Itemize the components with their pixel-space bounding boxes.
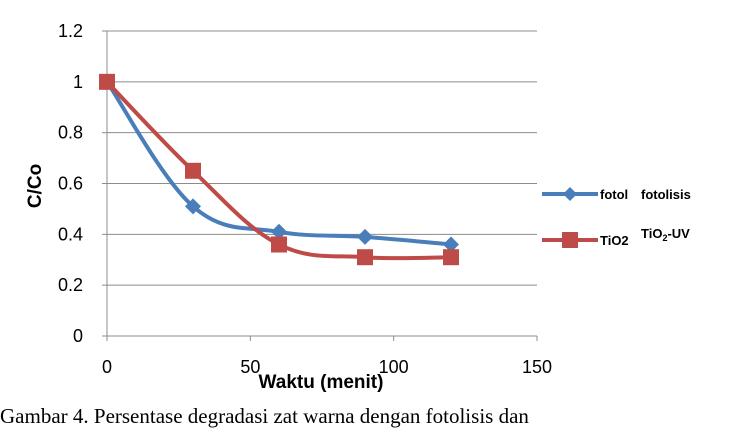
series-layer	[99, 73, 459, 266]
y-tick-label-5: 1	[73, 72, 83, 92]
point-tio2-4	[443, 249, 459, 266]
point-fotol-1	[185, 198, 201, 215]
y-tick-label-0: 0	[73, 326, 83, 346]
y-tick-label-4: 0.8	[58, 123, 83, 143]
point-fotol-2	[271, 223, 287, 240]
legend-label-tio2-uv: TiO2-UV	[641, 226, 690, 243]
point-fotol-4	[443, 236, 459, 253]
point-tio2-3	[357, 249, 373, 266]
x-tick-label-2: 100	[379, 357, 409, 377]
point-tio2-2	[271, 236, 287, 253]
point-tio2-0	[99, 73, 115, 90]
legend-label-fotol: fotol	[600, 187, 628, 202]
x-tick-labels: 0 50 100 150	[102, 336, 552, 377]
y-tick-labels: 0 0.2 0.4 0.6 0.8 1 1.2	[58, 21, 107, 346]
legend-marker-tio2	[562, 232, 578, 248]
gridlines	[107, 30, 537, 286]
legend: fotol fotolisis TiO2 TiO2-UV	[542, 187, 691, 248]
x-tick-label-0: 0	[102, 357, 112, 377]
x-tick-label-1: 50	[240, 357, 260, 377]
figure-caption: Gambar 4. Persentase degradasi zat warna…	[0, 404, 529, 428]
series-line-fotol	[105, 79, 453, 247]
x-tick-label-3: 150	[522, 357, 552, 377]
point-fotol-3	[357, 228, 373, 245]
y-tick-label-1: 0.2	[58, 275, 83, 295]
point-tio2-1	[185, 162, 201, 179]
y-tick-label-2: 0.4	[58, 224, 83, 244]
y-axis-title: C/Co	[25, 164, 46, 208]
legend-label-fotolisis: fotolisis	[641, 187, 691, 202]
legend-marker-fotolisis	[563, 187, 577, 201]
x-axis-title: Waktu (menit)	[259, 372, 384, 393]
legend-label-tio2: TiO2	[600, 233, 629, 248]
y-tick-label-6: 1.2	[58, 21, 83, 41]
y-tick-label-3: 0.6	[58, 174, 83, 194]
